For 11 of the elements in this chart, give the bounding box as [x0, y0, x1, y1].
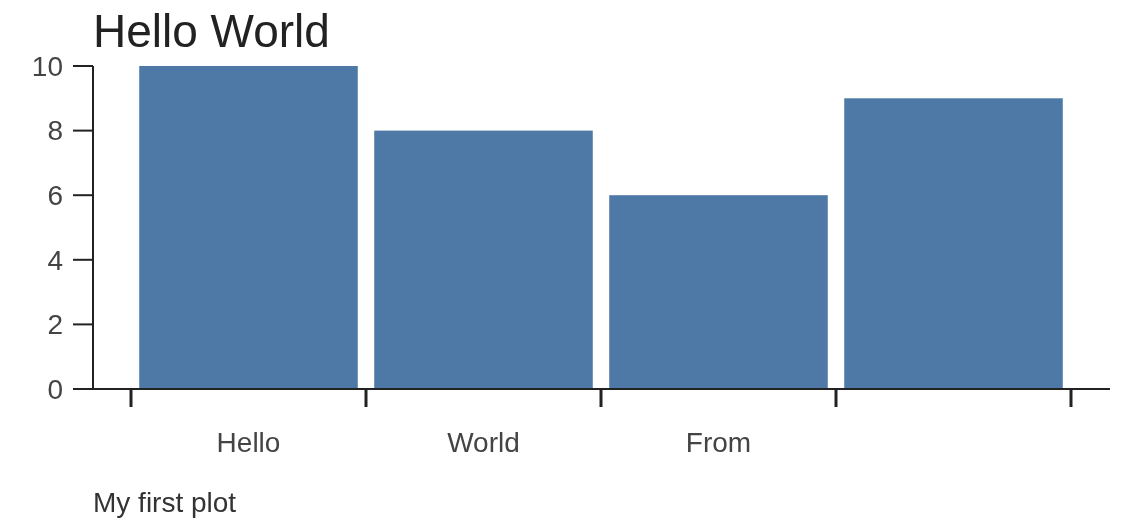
y-tick-label: 10 [31, 50, 63, 82]
y-tick-label: 4 [47, 244, 63, 276]
x-tick-label: World [447, 427, 520, 458]
y-tick-label: 6 [47, 180, 63, 211]
x-tick-label: Hello [216, 427, 281, 458]
y-tick-label: 8 [47, 115, 63, 147]
y-tick-label: 0 [47, 373, 63, 405]
text: My first plot [93, 487, 237, 518]
x-tick-label: From [685, 427, 752, 458]
y-tick-label: 2 [47, 309, 63, 341]
chart-title: Hello World [93, 5, 330, 57]
